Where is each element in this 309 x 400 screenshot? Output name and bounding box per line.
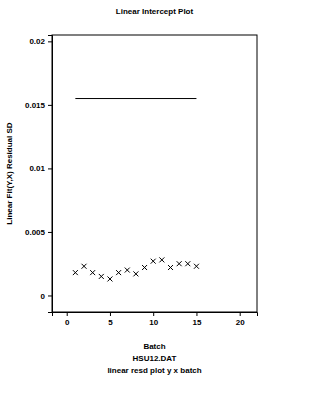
- data-point: [185, 261, 190, 266]
- data-point: [133, 271, 138, 276]
- y-tick-mark: [48, 168, 52, 169]
- y-tick-label: 0.015: [25, 101, 46, 110]
- data-point: [125, 268, 130, 273]
- x-tick-mark: [196, 312, 197, 316]
- y-axis-line: [48, 36, 53, 313]
- y-axis: 0 0.005 0.01 0.015 0.02: [25, 36, 53, 313]
- y-axis-title: Linear Fit(Y,X) Residual SD: [5, 122, 14, 224]
- data-point: [159, 257, 164, 262]
- data-point: [168, 265, 173, 270]
- x-tick: 5: [108, 312, 113, 327]
- y-tick-mark: [48, 295, 52, 296]
- data-point: [99, 274, 104, 279]
- x-tick-label: 5: [108, 318, 113, 327]
- data-point: [151, 259, 156, 264]
- x-tick-label: 20: [236, 318, 245, 327]
- data-point: [116, 270, 121, 275]
- plot-area: [73, 99, 199, 282]
- data-point: [177, 261, 182, 266]
- y-tick-mark: [48, 41, 52, 42]
- plot-frame: [52, 35, 257, 312]
- data-point: [82, 264, 87, 269]
- y-tick-mark: [48, 232, 52, 233]
- data-point: [90, 270, 95, 275]
- x-tick: 20: [236, 312, 245, 327]
- x-axis: 0 5 10 15 20: [53, 312, 258, 327]
- y-tick-label: 0: [41, 292, 46, 301]
- x-tick: 15: [192, 312, 201, 327]
- y-tick-mark: [48, 105, 52, 106]
- x-tick-mark: [67, 312, 68, 316]
- y-tick: 0.01: [29, 164, 52, 173]
- x-tick: 0: [65, 312, 70, 327]
- annotation: linear resd plot y x batch: [107, 366, 201, 375]
- y-tick: 0.015: [25, 101, 52, 110]
- subtitle: HSU12.DAT: [133, 354, 177, 363]
- x-axis-title: Batch: [143, 342, 165, 351]
- x-tick-label: 0: [65, 318, 70, 327]
- title: Linear Intercept Plot: [116, 7, 194, 16]
- y-tick-label: 0.01: [29, 164, 45, 173]
- y-tick-label: 0.02: [29, 37, 45, 46]
- y-tick: 0.005: [25, 228, 52, 237]
- y-tick: 0.02: [29, 37, 52, 46]
- x-tick-label: 15: [192, 318, 201, 327]
- x-tick-mark: [153, 312, 154, 316]
- y-tick-label: 0.005: [25, 228, 46, 237]
- chart: 0 0.005 0.01 0.015 0.02 0 5 10 15 20 Linear Interc…: [0, 0, 309, 400]
- x-tick-label: 10: [149, 318, 158, 327]
- x-tick-mark: [240, 312, 241, 316]
- reference-line: [75, 98, 196, 99]
- x-tick-mark: [110, 312, 111, 316]
- x-axis-line: [53, 313, 258, 317]
- data-point: [107, 276, 112, 281]
- y-tick: 0: [41, 292, 52, 301]
- x-tick: 10: [149, 312, 158, 327]
- data-point: [73, 270, 78, 275]
- data-point: [194, 264, 199, 269]
- data-point: [142, 265, 147, 270]
